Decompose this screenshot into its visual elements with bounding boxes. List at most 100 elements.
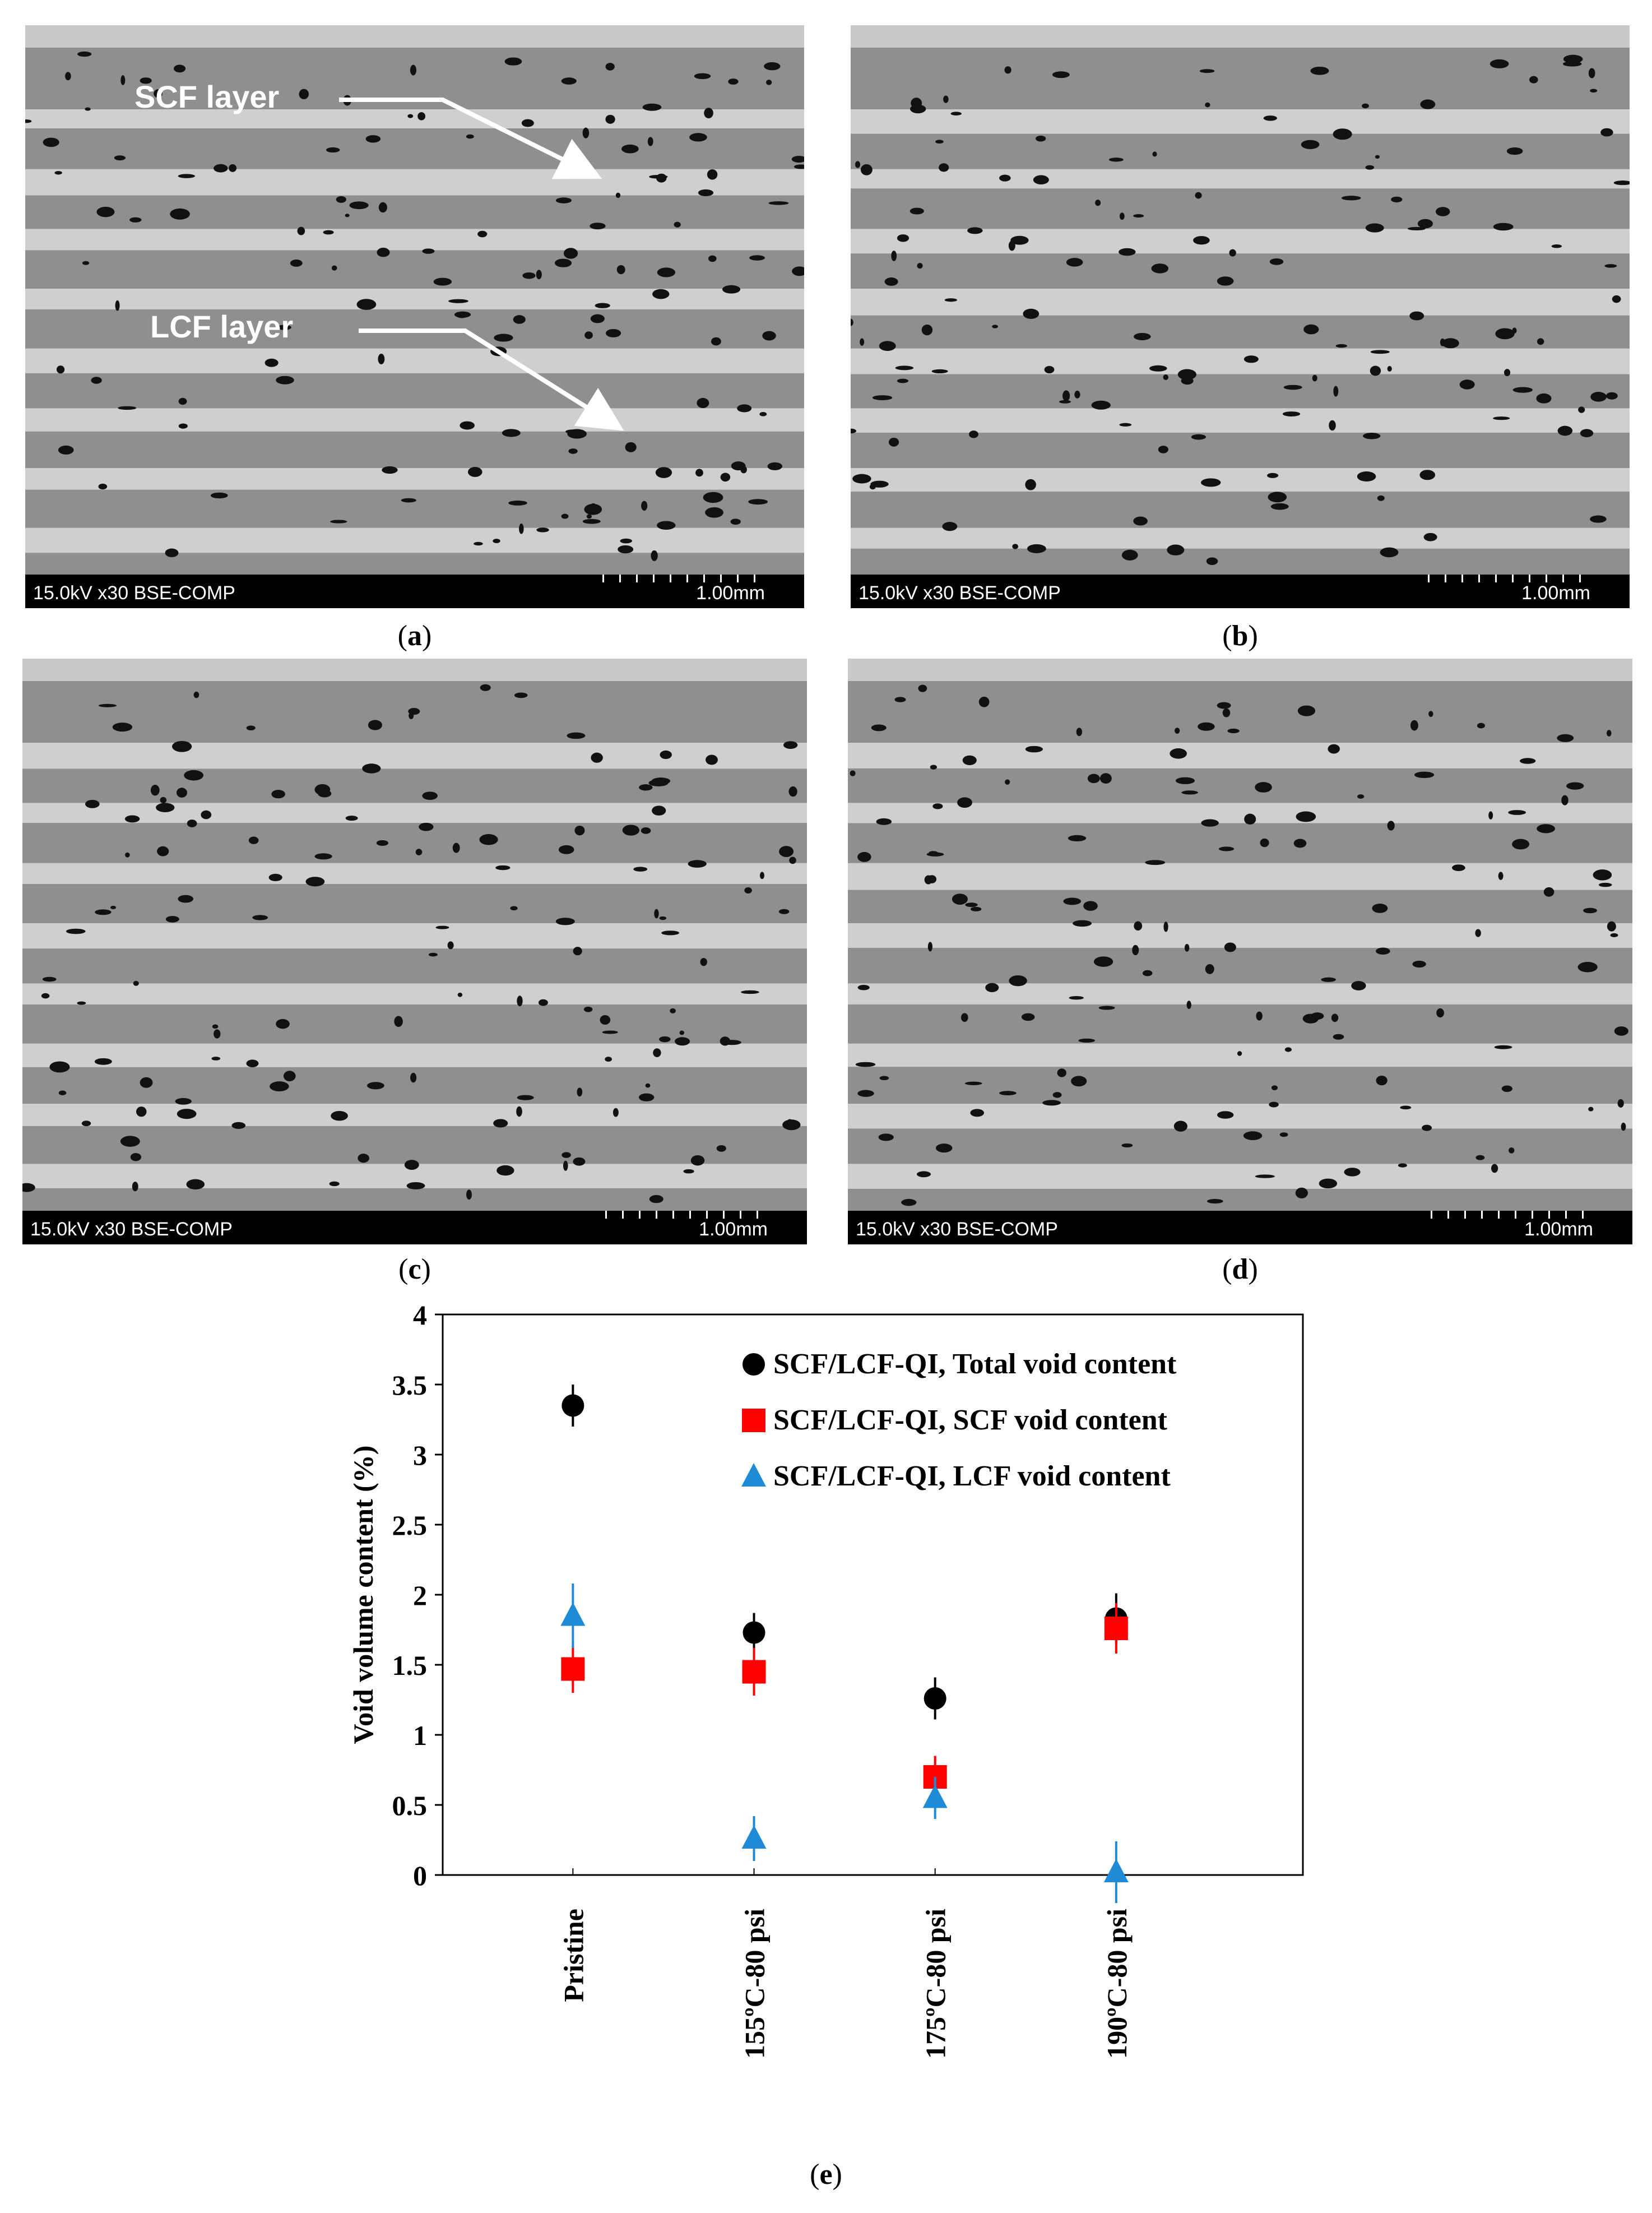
- void-pore: [283, 1071, 296, 1082]
- void-pore: [382, 466, 398, 474]
- fiber-layer-band: [22, 983, 807, 1005]
- void-pore: [112, 723, 133, 732]
- void-pore: [616, 265, 625, 275]
- void-pore: [895, 365, 914, 371]
- void-pore: [967, 227, 983, 234]
- void-pore: [871, 724, 887, 732]
- void-pore: [1195, 192, 1202, 199]
- void-pore: [1365, 223, 1384, 233]
- void-pore: [950, 112, 962, 116]
- void-pore: [744, 887, 752, 893]
- void-pore: [336, 196, 346, 203]
- void-pore: [1033, 175, 1049, 185]
- void-pore: [1512, 839, 1530, 850]
- void-pore: [1370, 350, 1390, 354]
- void-pore: [1414, 771, 1435, 778]
- void-pore: [1074, 390, 1080, 399]
- void-pore: [1562, 61, 1582, 67]
- void-pore: [582, 127, 590, 138]
- void-pore: [857, 985, 870, 990]
- void-pore: [173, 64, 186, 73]
- void-pore: [600, 1015, 611, 1025]
- void-pore: [952, 893, 968, 905]
- void-pore: [98, 483, 108, 490]
- x-tick-label: 155ºC-80 psi: [739, 1909, 771, 2059]
- void-pore: [783, 741, 798, 749]
- void-pore: [1604, 264, 1617, 268]
- void-pore: [305, 877, 325, 887]
- void-pore: [1206, 557, 1218, 566]
- void-pore: [1095, 200, 1101, 206]
- void-pore: [177, 1109, 197, 1119]
- void-pore: [1283, 385, 1302, 390]
- micrograph-image: [848, 659, 1632, 1206]
- void-pore: [1498, 872, 1503, 880]
- void-pore: [970, 1109, 985, 1117]
- void-pore: [962, 755, 977, 765]
- fiber-layer-band: [851, 289, 1630, 316]
- void-pore: [759, 872, 764, 879]
- void-pore: [1578, 406, 1585, 413]
- void-pore: [927, 942, 933, 952]
- void-pore: [605, 328, 621, 337]
- void-pore: [689, 133, 707, 142]
- void-content-chart: 0 0.5 1 1.5 2 2.5 3 3.5 4 Void volume content (%)…: [347, 1306, 1304, 2059]
- caption-d: (d): [1222, 1253, 1258, 1285]
- void-pore: [22, 1183, 35, 1192]
- void-pore: [1023, 308, 1040, 319]
- void-pore: [407, 114, 414, 118]
- void-pore: [460, 421, 475, 430]
- void-pore: [1493, 416, 1510, 420]
- void-pore: [496, 1165, 514, 1176]
- void-pore: [422, 248, 435, 254]
- scale-bar-label: 1.00mm: [696, 582, 765, 604]
- void-pore: [1377, 495, 1385, 501]
- void-pore: [1333, 386, 1339, 397]
- void-pore: [1590, 392, 1607, 402]
- y-tick-label: 2.5: [392, 1510, 428, 1541]
- legend-marker: [742, 1409, 765, 1432]
- void-pore: [1321, 977, 1336, 982]
- void-pore: [314, 853, 332, 860]
- void-pore: [1243, 355, 1259, 363]
- void-pore: [165, 548, 179, 557]
- void-pore: [1163, 374, 1169, 380]
- void-pore: [1409, 311, 1424, 321]
- fiber-layer-band: [848, 803, 1632, 823]
- void-pore: [58, 1090, 67, 1096]
- void-pore: [1412, 960, 1426, 968]
- void-pore: [591, 752, 603, 763]
- void-pore: [957, 797, 972, 808]
- void-pore: [133, 980, 139, 986]
- void-pore: [1198, 722, 1215, 731]
- void-pore: [731, 461, 746, 471]
- void-pore: [1170, 748, 1187, 759]
- void-pore: [652, 805, 666, 816]
- void-pore: [1372, 904, 1388, 913]
- fiber-layer-band: [851, 468, 1630, 492]
- void-pore: [66, 928, 86, 934]
- fiber-layer-band: [25, 348, 804, 373]
- void-pore: [618, 545, 634, 554]
- y-tick-label: 1.5: [392, 1650, 428, 1681]
- legend-entry: SCF/LCF-QI, LCF void content: [773, 1460, 1171, 1492]
- void-pore: [1310, 66, 1329, 75]
- void-pore: [214, 1029, 221, 1039]
- sem-info-bar: 15.0kV x30 BSE-COMP 1.00mm: [22, 1211, 807, 1244]
- void-pore: [1333, 128, 1352, 140]
- void-pore: [1419, 470, 1436, 480]
- micrograph-image: [22, 659, 807, 1203]
- void-pore: [891, 251, 897, 261]
- void-pore: [91, 377, 102, 384]
- series-triangle: [560, 1584, 1129, 1903]
- void-pore: [1027, 544, 1046, 553]
- void-pore: [1512, 387, 1533, 393]
- void-pore: [638, 1093, 655, 1101]
- void-pore: [477, 230, 488, 238]
- void-pore: [178, 174, 196, 178]
- void-pore: [705, 507, 723, 518]
- void-pore: [653, 1048, 661, 1057]
- void-pore: [1400, 1105, 1412, 1110]
- void-pore: [657, 521, 676, 530]
- void-pore: [504, 57, 522, 66]
